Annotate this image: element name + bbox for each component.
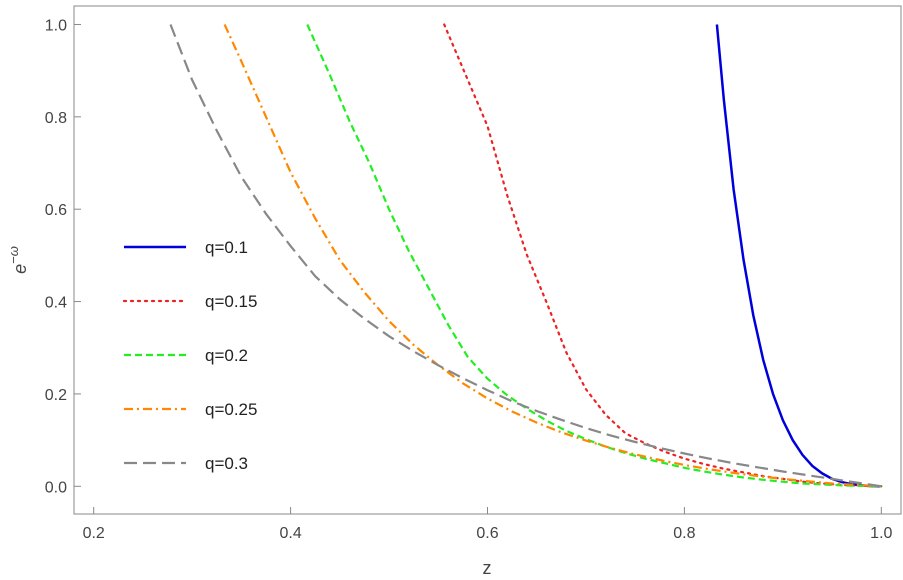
legend-label-5: q=0.3 xyxy=(205,454,248,473)
y-tick-label: 0.0 xyxy=(45,479,67,496)
plot-frame xyxy=(73,5,902,515)
x-axis-title: z xyxy=(483,558,492,578)
y-tick-label: 0.8 xyxy=(45,110,67,127)
legend-label-4: q=0.25 xyxy=(205,400,257,419)
y-tick-label: 0.6 xyxy=(45,202,67,219)
x-tick-label: 0.6 xyxy=(476,525,498,542)
y-axis-title: e−ω xyxy=(6,246,30,274)
y-tick-label: 0.2 xyxy=(45,387,67,404)
x-tick-label: 0.4 xyxy=(279,525,301,542)
legend-label-1: q=0.1 xyxy=(205,238,248,257)
y-axis: 0.0 0.2 0.4 0.6 0.8 1.0 xyxy=(45,17,81,496)
x-tick-label: 0.2 xyxy=(83,525,105,542)
svg-text:e−ω: e−ω xyxy=(6,246,30,274)
series-line-4 xyxy=(223,24,882,488)
y-tick-label: 1.0 xyxy=(45,17,67,34)
series-line-5 xyxy=(169,24,882,488)
series-line-1 xyxy=(715,24,882,488)
legend-label-3: q=0.2 xyxy=(205,346,248,365)
y-axis-title-base: e xyxy=(10,264,30,274)
y-tick-label: 0.4 xyxy=(45,295,67,312)
y-axis-title-superscript: −ω xyxy=(6,246,21,264)
x-tick-label: 0.8 xyxy=(673,525,695,542)
legend: q=0.1 q=0.15 q=0.2 q=0.25 q=0.3 xyxy=(122,238,257,473)
series-line-2 xyxy=(443,23,883,488)
series-line-3 xyxy=(306,24,882,488)
x-tick-label: 1.0 xyxy=(870,525,892,542)
legend-label-2: q=0.15 xyxy=(205,292,257,311)
x-axis: 0.2 0.4 0.6 0.8 1.0 xyxy=(83,507,893,542)
series-layer xyxy=(169,23,883,488)
